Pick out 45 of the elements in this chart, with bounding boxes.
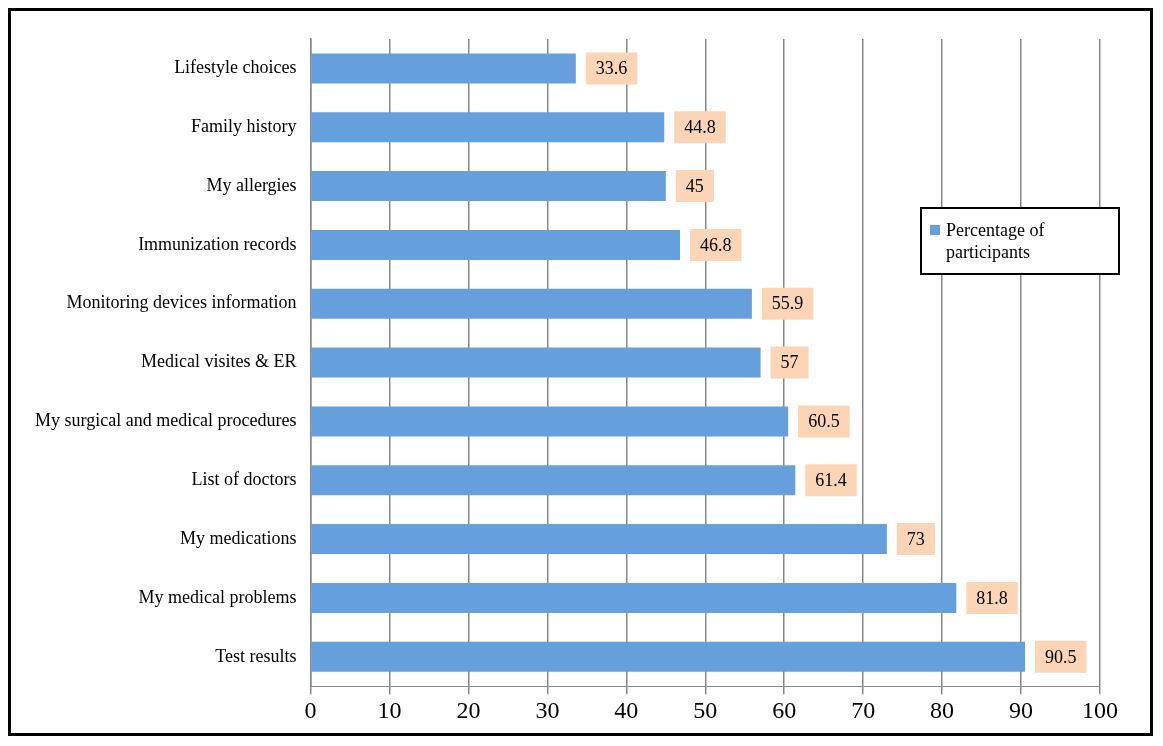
data-label: 61.4: [815, 470, 847, 491]
y-tick-label: Medical visites & ER: [141, 351, 297, 372]
bar: [311, 641, 1026, 672]
data-label: 57: [780, 352, 799, 373]
x-tick-label: 10: [377, 696, 402, 723]
x-tick-label: 20: [456, 696, 481, 723]
x-tick-label: 30: [535, 696, 560, 723]
data-label: 81.8: [976, 587, 1008, 608]
y-tick-label: Immunization records: [138, 233, 297, 254]
x-tick-label: 100: [1082, 696, 1118, 723]
data-label: 73: [906, 528, 925, 549]
y-tick-label: List of doctors: [191, 469, 297, 490]
x-tick-label: 70: [851, 696, 876, 723]
data-label: 45: [685, 175, 704, 196]
bar: [311, 406, 789, 437]
data-label: 60.5: [808, 411, 840, 432]
y-tick-label: My medications: [180, 527, 297, 548]
bar: [311, 171, 666, 202]
data-label: 55.9: [771, 293, 804, 314]
x-tick-label: 40: [614, 696, 639, 723]
data-label: 33.6: [595, 58, 628, 79]
bar: [311, 112, 665, 143]
x-tick-label: 90: [1009, 696, 1034, 723]
bar: [311, 288, 752, 319]
data-label: 44.8: [684, 116, 716, 137]
bar: [311, 229, 681, 260]
y-tick-label: My allergies: [206, 174, 297, 195]
bar: [311, 465, 796, 496]
bar: [311, 53, 576, 84]
bar: [311, 582, 957, 613]
legend-label: Percentage of participants: [946, 219, 1046, 263]
x-tick-label: 60: [772, 696, 797, 723]
data-label: 46.8: [700, 234, 732, 255]
y-tick-label: Monitoring devices information: [66, 292, 297, 313]
y-tick-label: My surgical and medical procedures: [34, 410, 297, 431]
y-tick-label: Test results: [215, 645, 297, 666]
x-tick-label: 80: [930, 696, 955, 723]
data-label: 90.5: [1045, 646, 1077, 667]
y-tick-label: Lifestyle choices: [174, 57, 297, 78]
y-tick-label: Family history: [191, 115, 297, 136]
x-tick-label: 50: [693, 696, 718, 723]
bar: [311, 347, 761, 378]
y-tick-label: My medical problems: [138, 586, 297, 607]
x-tick-label: 0: [304, 696, 317, 723]
bar: [311, 524, 887, 555]
